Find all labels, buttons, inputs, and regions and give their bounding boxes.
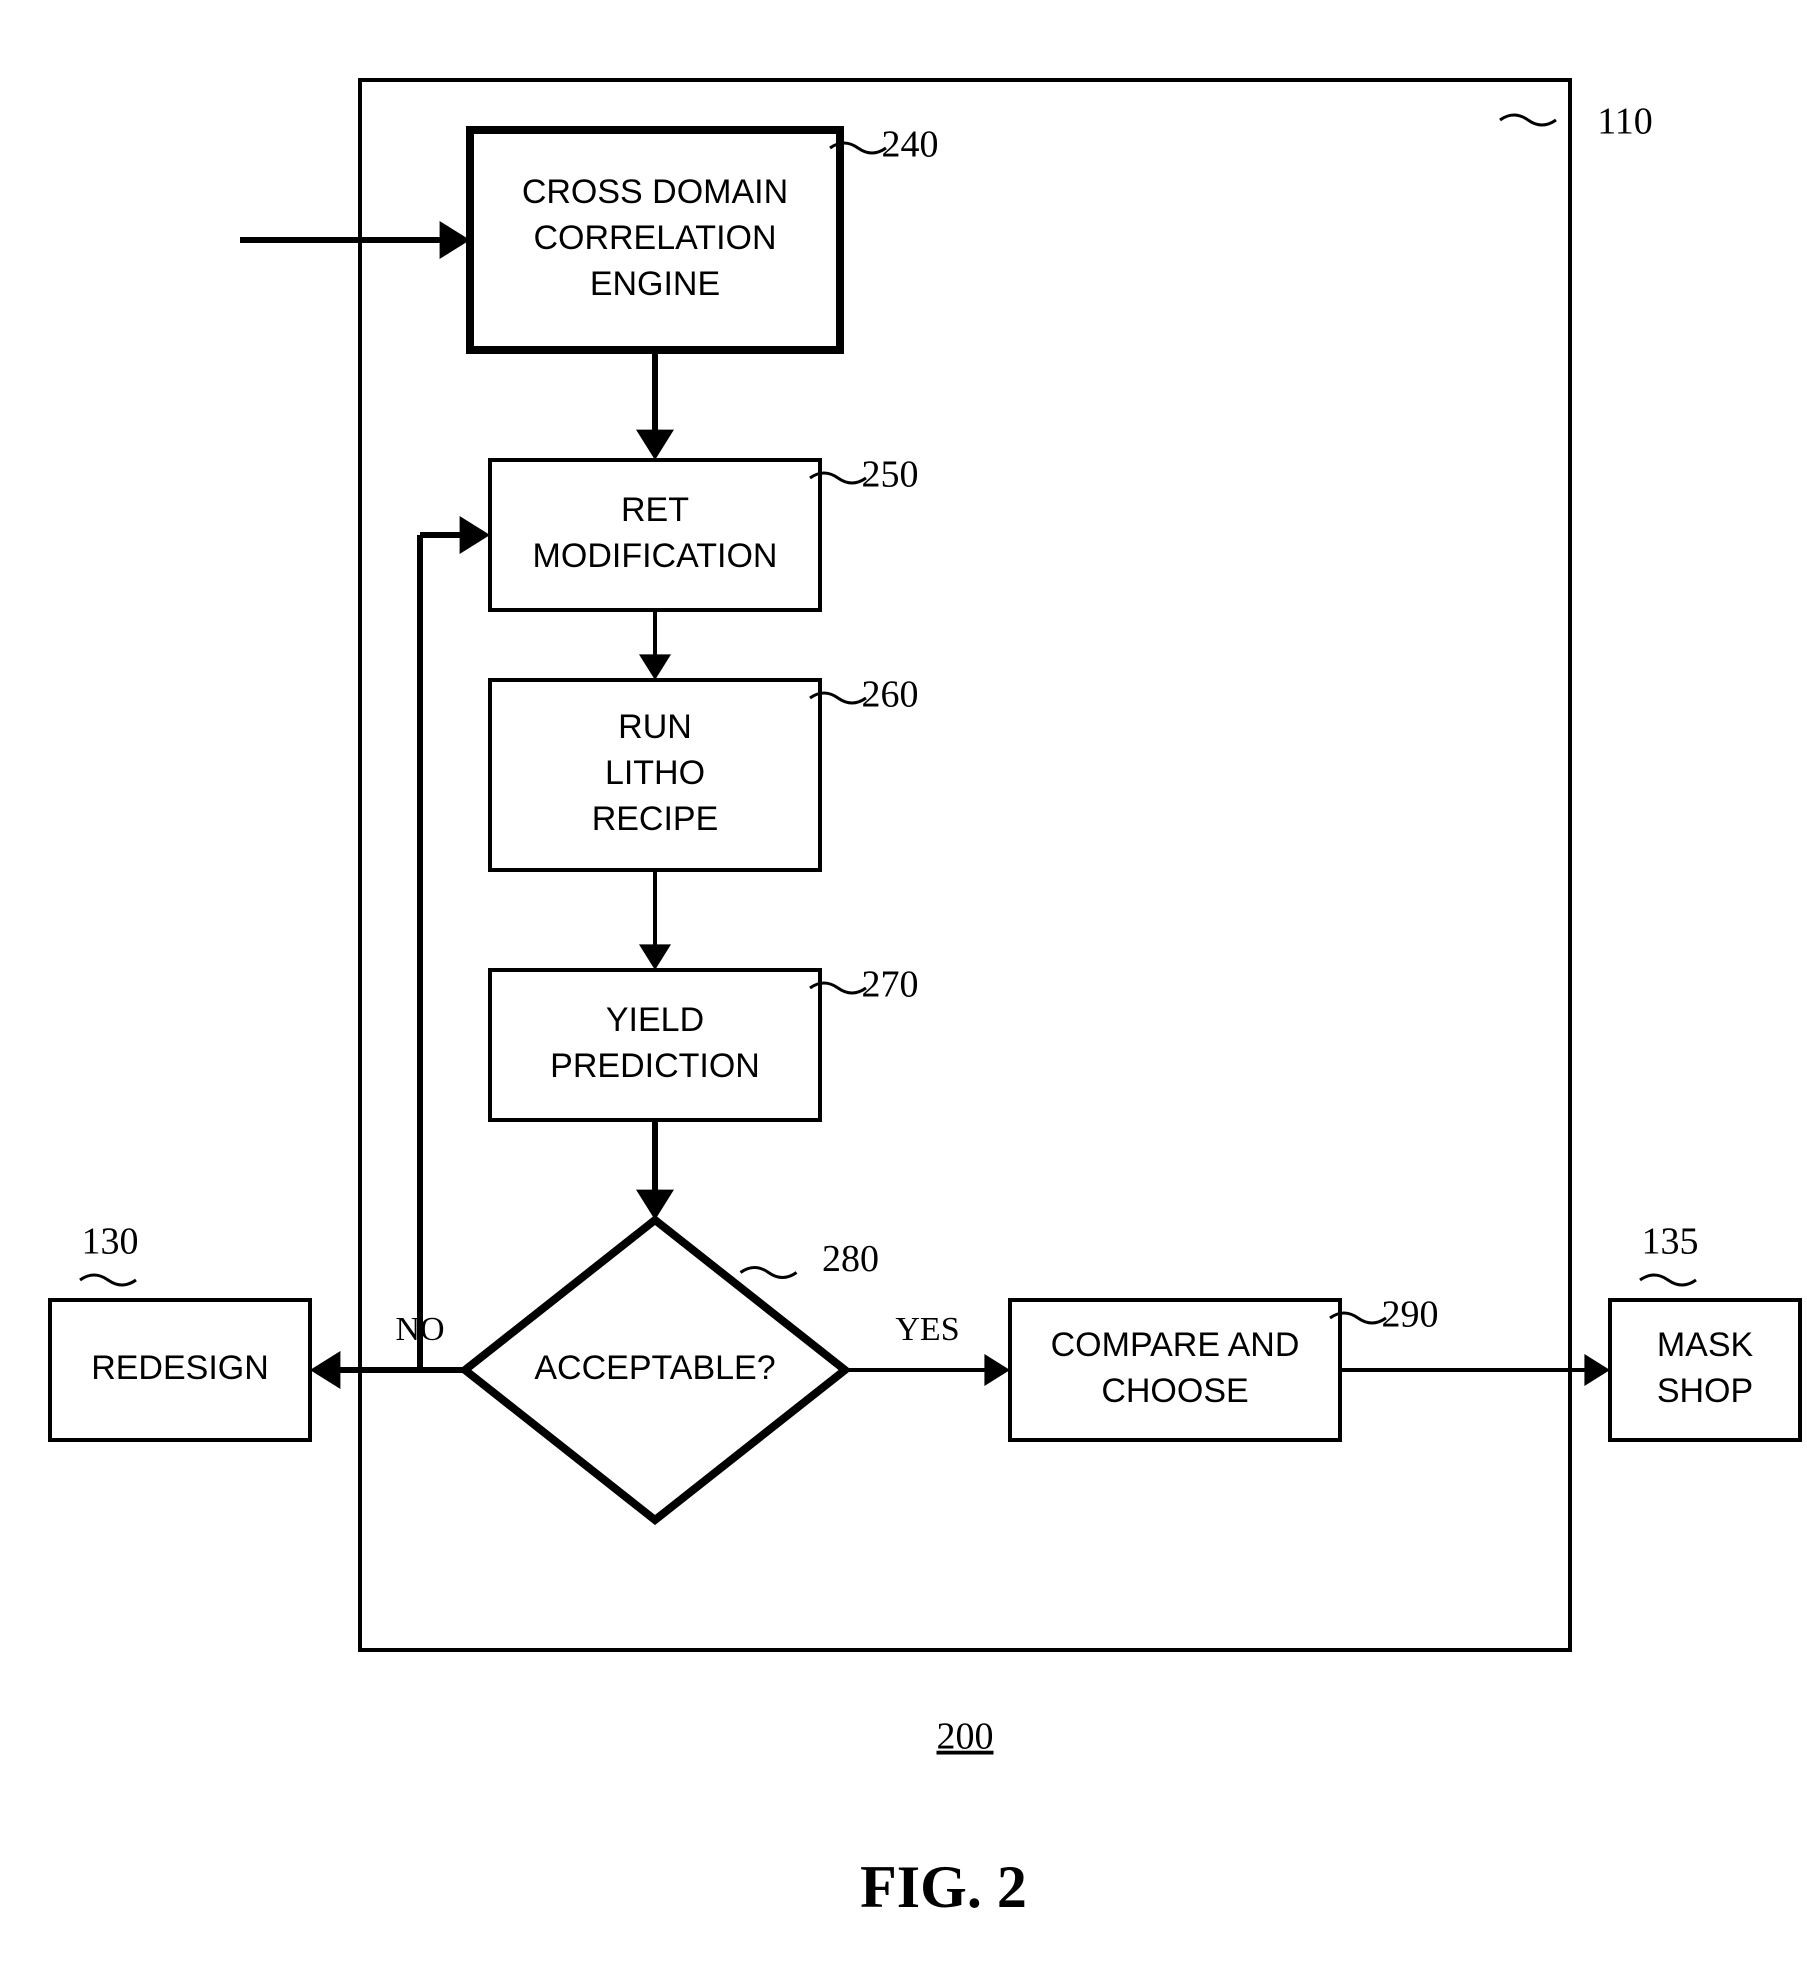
node-cross-label: CROSS DOMAIN [522, 173, 788, 211]
node-run-label: RECIPE [592, 800, 719, 838]
node-yield [490, 970, 820, 1120]
node-yield-label: PREDICTION [550, 1047, 760, 1085]
node-cross-label: CORRELATION [533, 219, 776, 257]
edge-accept-yes-label: YES [895, 1311, 959, 1348]
node-mask [1610, 1300, 1800, 1440]
ref-260: 260 [862, 674, 919, 716]
node-cross-label: ENGINE [590, 265, 720, 303]
ref-240: 240 [882, 124, 939, 166]
node-mask-label: MASK [1657, 1326, 1754, 1364]
ref-280: 280 [822, 1238, 879, 1280]
node-accept-label: ACCEPTABLE? [534, 1349, 775, 1387]
node-compare-label: CHOOSE [1101, 1372, 1248, 1410]
node-run-label: RUN [618, 708, 692, 746]
ref-290: 290 [1382, 1294, 1439, 1336]
ref-250: 250 [862, 454, 919, 496]
ref-135: 135 [1642, 1221, 1699, 1263]
node-yield-label: YIELD [606, 1001, 704, 1039]
node-compare [1010, 1300, 1340, 1440]
ref-270: 270 [862, 964, 919, 1006]
node-redesign-label: REDESIGN [91, 1349, 269, 1387]
node-mask-label: SHOP [1657, 1372, 1753, 1410]
figure-caption: FIG. 2 [860, 1854, 1027, 1920]
ref-110: 110 [1597, 101, 1653, 143]
ref-130: 130 [82, 1221, 139, 1263]
node-ret-label: MODIFICATION [533, 537, 778, 575]
node-compare-label: COMPARE AND [1051, 1326, 1300, 1364]
page-label: 200 [937, 1716, 994, 1758]
node-run-label: LITHO [605, 754, 705, 792]
node-ret [490, 460, 820, 610]
node-ret-label: RET [621, 491, 689, 529]
